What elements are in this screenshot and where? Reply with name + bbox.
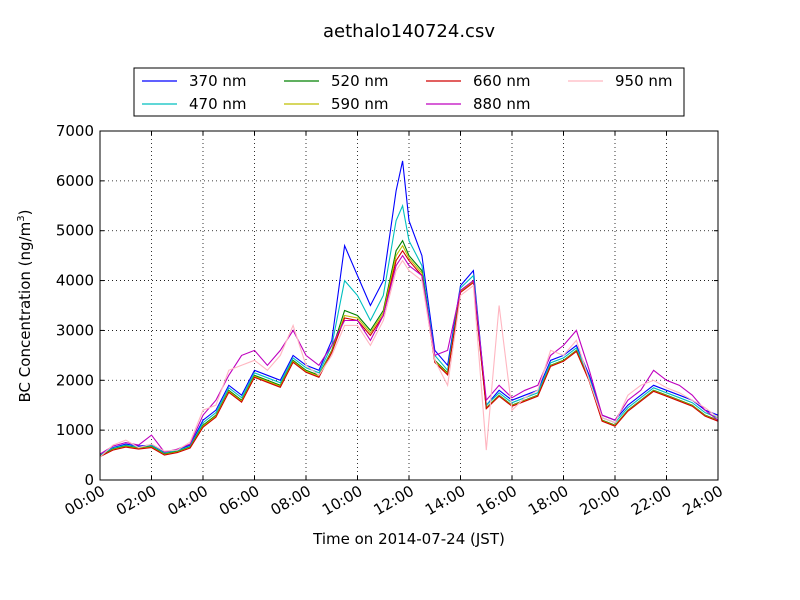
x-tick-label: 06:00 <box>216 482 262 519</box>
y-axis-label-main: BC Concentration (ng/m <box>16 222 34 403</box>
x-tick-label: 12:00 <box>371 482 417 519</box>
y-tick-label: 0 <box>84 471 94 489</box>
series-line-950-nm <box>99 259 719 458</box>
legend: 370 nm 470 nm 520 nm 590 nm 660 nm 880 nm 950 … <box>133 67 685 117</box>
x-tick-label: 04:00 <box>165 482 211 519</box>
y-tick-label: 7000 <box>56 122 94 140</box>
y-tick-label: 2000 <box>56 371 94 389</box>
x-tick-label: 10:00 <box>319 482 365 519</box>
y-tick-label: 1000 <box>56 421 94 439</box>
y-tick-label: 6000 <box>56 172 94 190</box>
y-axis-label-close: ) <box>16 210 34 216</box>
x-axis-label: Time on 2014-07-24 (JST) <box>312 530 505 548</box>
legend-label: 660 nm <box>473 72 531 90</box>
x-tick-label: 02:00 <box>113 482 159 519</box>
y-tick-label: 3000 <box>56 321 94 339</box>
grid <box>100 131 718 480</box>
x-tick-label: 18:00 <box>525 482 571 519</box>
legend-label: 520 nm <box>331 72 389 90</box>
legend-label: 370 nm <box>189 72 247 90</box>
legend-label: 880 nm <box>473 95 531 113</box>
x-tick-label: 08:00 <box>268 482 314 519</box>
chart-title: aethalo140724.csv <box>323 21 495 42</box>
x-tick-label: 22:00 <box>628 482 674 519</box>
legend-label: 950 nm <box>615 72 673 90</box>
x-tick-label: 14:00 <box>422 482 468 519</box>
legend-label: 590 nm <box>331 95 389 113</box>
series-group <box>99 160 719 458</box>
ticks: 00:00 02:00 04:00 06:00 08:00 10:00 12:00 14:00… <box>56 122 726 519</box>
x-tick-label: 24:00 <box>680 482 726 519</box>
y-tick-label: 4000 <box>56 272 94 290</box>
y-axis-label-sup: 3 <box>16 215 27 221</box>
y-axis-label: BC Concentration (ng/m3) <box>16 210 34 403</box>
series-line-660-nm <box>99 249 719 458</box>
y-tick-label: 5000 <box>56 222 94 240</box>
legend-label: 470 nm <box>189 95 247 113</box>
legend-box <box>133 67 685 117</box>
x-tick-label: 16:00 <box>474 482 520 519</box>
x-tick-label: 20:00 <box>577 482 623 519</box>
series-line-880-nm <box>99 254 719 455</box>
